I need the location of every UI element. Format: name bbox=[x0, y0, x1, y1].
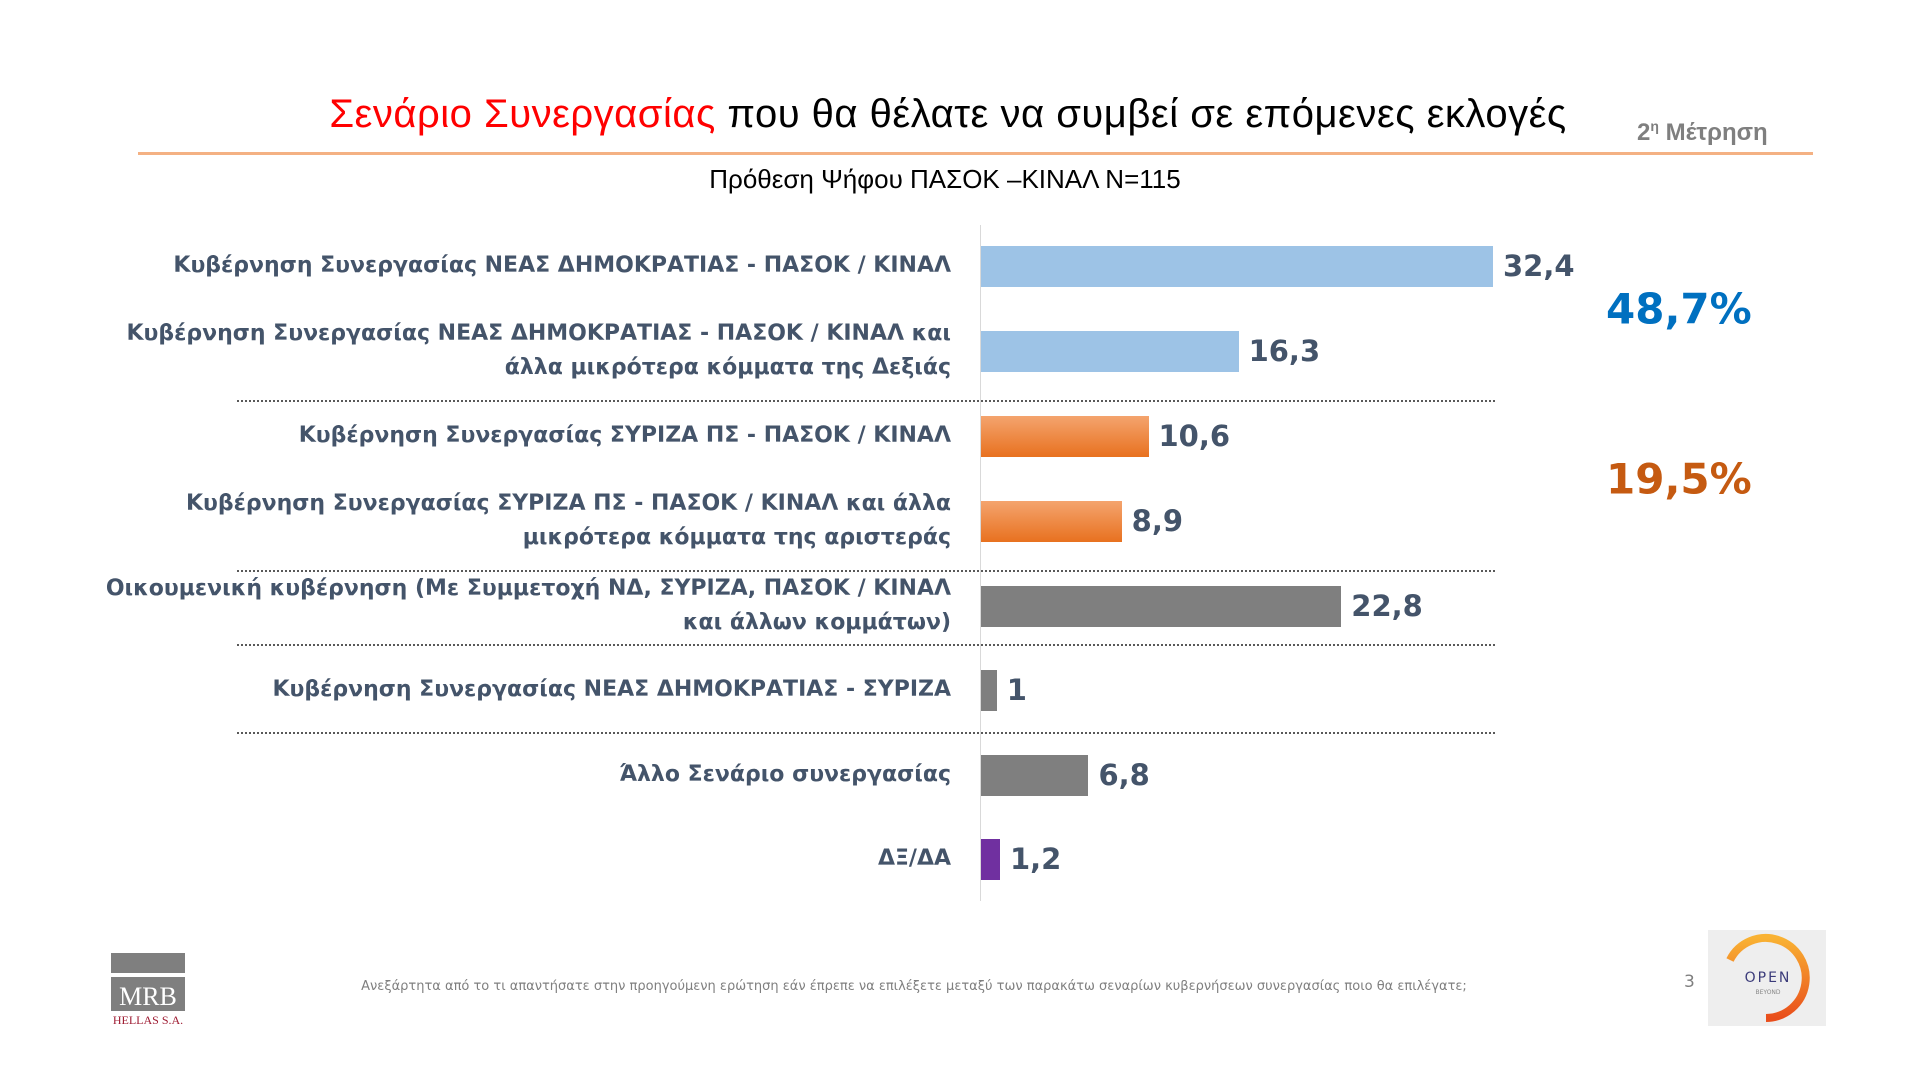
bar bbox=[981, 839, 1000, 880]
category-label: Κυβέρνηση Συνεργασίας ΣΥΡΙΖΑ ΠΣ - ΠΑΣΟΚ … bbox=[185, 491, 951, 550]
measurement-sup: η bbox=[1650, 118, 1659, 134]
svg-text:BEYOND: BEYOND bbox=[1755, 989, 1780, 996]
category-label: ΔΞ/ΔΑ bbox=[877, 846, 951, 871]
data-label: 6,8 bbox=[1098, 758, 1150, 792]
category-axis bbox=[980, 225, 981, 901]
bar bbox=[981, 331, 1239, 372]
category-label: Κυβέρνηση Συνεργασίας ΝΕΑΣ ΔΗΜΟΚΡΑΤΙΑΣ -… bbox=[173, 253, 951, 278]
group-total: 19,5% bbox=[1606, 454, 1752, 503]
group-separator bbox=[237, 644, 1495, 646]
bar bbox=[981, 416, 1149, 457]
measurement-label: 2η Μέτρηση bbox=[1637, 118, 1768, 147]
bar bbox=[981, 246, 1493, 287]
data-label: 1,2 bbox=[1009, 842, 1062, 876]
chart-subtitle: Πρόθεση Ψήφου ΠΑΣΟΚ –ΚΙΝΑΛ Ν=115 bbox=[709, 164, 1181, 194]
footer-question: Ανεξάρτητα από το τι απαντήσατε στην προ… bbox=[361, 979, 1467, 994]
group-separator bbox=[237, 732, 1495, 734]
measurement-text: Μέτρηση bbox=[1658, 119, 1768, 146]
category-label: Άλλο Σενάριο συνεργασίας bbox=[619, 762, 951, 787]
category-label: Οικουμενική κυβέρνηση (Με Συμμετοχή ΝΔ, … bbox=[105, 576, 951, 635]
bar bbox=[981, 586, 1342, 627]
svg-text:MRB: MRB bbox=[119, 982, 177, 1011]
data-label: 16,3 bbox=[1248, 334, 1321, 368]
bar bbox=[981, 670, 997, 711]
data-label: 8,9 bbox=[1131, 504, 1184, 538]
svg-text:OPEN: OPEN bbox=[1745, 970, 1792, 986]
mrb-logo: MRB HELLAS S.A. bbox=[111, 953, 185, 1027]
category-label: Κυβέρνηση Συνεργασίας ΝΕΑΣ ΔΗΜΟΚΡΑΤΙΑΣ -… bbox=[272, 677, 951, 702]
page-number: 3 bbox=[1684, 972, 1695, 992]
measurement-num: 2 bbox=[1637, 119, 1651, 146]
svg-text:HELLAS S.A.: HELLAS S.A. bbox=[113, 1013, 183, 1027]
bar bbox=[981, 755, 1089, 796]
category-label: Κυβέρνηση Συνεργασίας ΝΕΑΣ ΔΗΜΟΚΡΑΤΙΑΣ -… bbox=[126, 321, 951, 380]
data-label: 22,8 bbox=[1351, 589, 1423, 623]
category-label: Κυβέρνηση Συνεργασίας ΣΥΡΙΖΑ ΠΣ - ΠΑΣΟΚ … bbox=[298, 423, 951, 448]
data-label: 1 bbox=[1006, 673, 1027, 707]
open-beyond-logo: OPEN BEYOND bbox=[1708, 930, 1826, 1026]
group-separator bbox=[237, 570, 1495, 572]
title-highlight: Σενάριο Συνεργασίας bbox=[329, 92, 716, 136]
group-total: 48,7% bbox=[1606, 284, 1752, 333]
data-label: 10,6 bbox=[1158, 419, 1231, 453]
bar bbox=[981, 501, 1122, 542]
group-separator bbox=[237, 400, 1495, 402]
slide-title: Σενάριο Συνεργασίας που θα θέλατε να συμ… bbox=[0, 92, 1896, 137]
title-rule bbox=[138, 152, 1813, 155]
title-rest: που θα θέλατε να συμβεί σε επόμενες εκλο… bbox=[715, 92, 1567, 136]
data-label: 32,4 bbox=[1503, 249, 1575, 283]
